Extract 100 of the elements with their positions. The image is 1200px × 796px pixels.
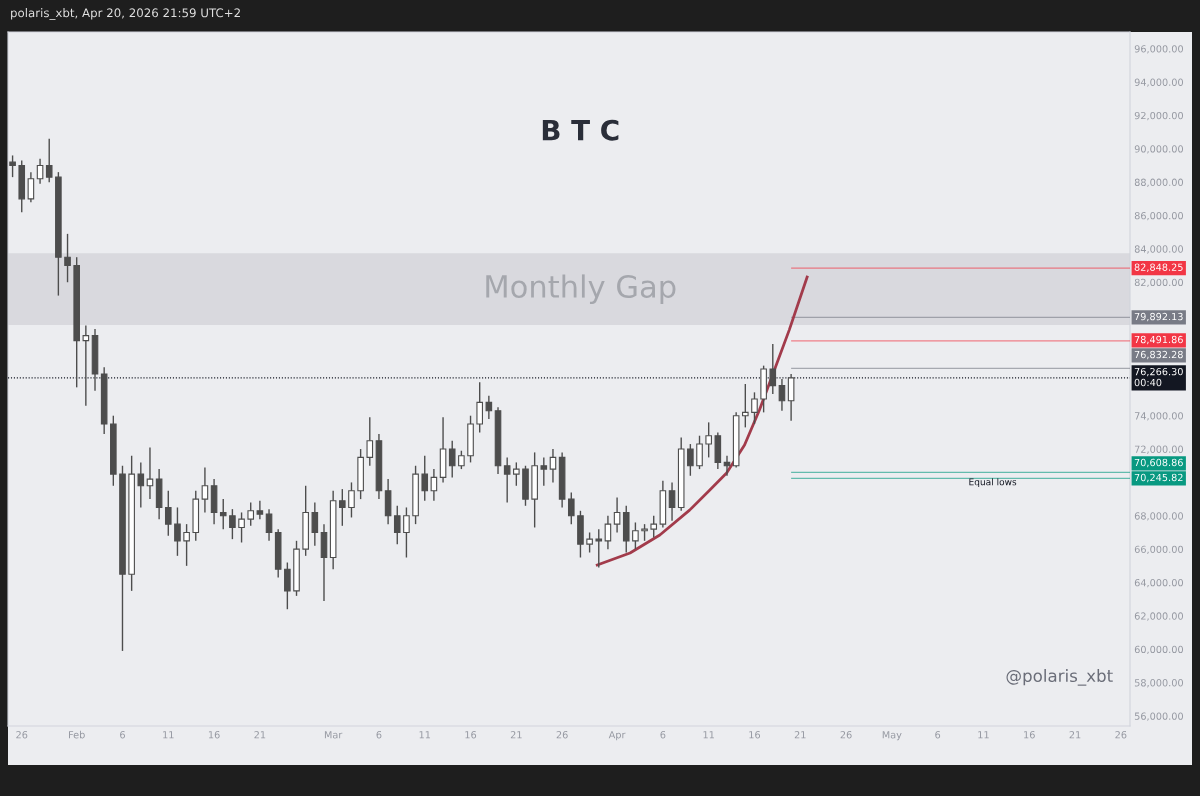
candlestick: [778, 378, 786, 412]
ref-line-label: 79,892.13: [1134, 312, 1183, 322]
annotation: @polaris_xbt: [1006, 669, 1113, 686]
candlestick: [348, 481, 355, 519]
y-tick-label: 56,000.00: [1134, 712, 1183, 721]
candlestick: [219, 498, 227, 530]
candlestick: [503, 456, 511, 504]
x-tick-label: Feb: [69, 730, 85, 739]
candlestick: [513, 461, 520, 487]
x-tick-label: 11: [419, 731, 431, 739]
candlestick: [586, 531, 593, 554]
chart-subtitle: polaris_xbt, Apr 20, 2026 21:59 UTC+2: [11, 8, 240, 20]
ref-line-label: 82,848.25: [1134, 263, 1183, 272]
x-tick-label: 26: [840, 731, 852, 739]
y-tick-label: 68,000.00: [1134, 512, 1183, 521]
x-tick-label: 21: [1069, 731, 1081, 739]
y-tick-label: 88,000.00: [1134, 178, 1183, 187]
ref-line-label: 76,266.30 00:40: [1134, 367, 1183, 387]
x-tick-label: 6: [376, 731, 382, 739]
y-tick-label: 64,000.00: [1134, 579, 1183, 588]
candlestick: [668, 481, 676, 522]
ref-line-label: 78,491.86: [1134, 335, 1183, 345]
x-tick-label: 16: [1024, 731, 1035, 739]
candlestick: [164, 490, 172, 537]
x-tick-label: 11: [978, 731, 989, 739]
x-tick-label: 16: [208, 731, 220, 739]
x-tick-label: 21: [254, 731, 266, 739]
candlestick: [393, 505, 401, 545]
candlestick: [256, 500, 264, 520]
y-tick-label: 66,000.00: [1134, 545, 1183, 554]
x-tick-label: 11: [703, 731, 714, 739]
ref-line-label: 76,832.28: [1134, 350, 1183, 360]
candlestick: [284, 561, 291, 610]
candlestick: [549, 448, 557, 484]
candlestick: [476, 381, 484, 434]
candlestick: [366, 416, 374, 467]
y-tick-label: 92,000.00: [1134, 111, 1183, 121]
candlestick: [769, 343, 777, 395]
candlestick: [742, 383, 749, 429]
x-tick-label: 21: [510, 731, 522, 739]
candlestick: [174, 506, 181, 557]
y-tick-label: 94,000.00: [1134, 78, 1183, 87]
x-tick-label: 6: [120, 731, 125, 739]
candlestick: [183, 523, 190, 567]
y-tick-label: 72,000.00: [1134, 445, 1183, 454]
candlestick: [705, 421, 712, 459]
candlestick: [696, 435, 703, 470]
x-tick-label: 26: [556, 731, 568, 739]
x-tick-label: Apr: [608, 731, 626, 741]
candlestick: [650, 515, 658, 539]
x-tick-label: May: [882, 731, 902, 741]
candlestick: [9, 154, 16, 178]
y-tick-label: 96,000.00: [1134, 45, 1183, 54]
y-tick-label: 86,000.00: [1134, 211, 1183, 221]
candlestick: [787, 373, 795, 422]
x-tick-label: 26: [1115, 731, 1127, 739]
candlestick: [45, 138, 53, 183]
candlestick: [751, 391, 758, 425]
candlestick: [613, 496, 621, 534]
x-tick-label: Mar: [324, 731, 343, 739]
candlestick: [27, 171, 35, 203]
candlestick: [448, 440, 456, 479]
text: B T C: [542, 119, 619, 141]
y-tick-label: 74,000.00: [1134, 412, 1183, 421]
ref-line-label: 70,245.82: [1134, 473, 1183, 483]
x-tick-label: 6: [660, 731, 666, 739]
candlestick: [604, 515, 612, 550]
x-tick-label: 11: [163, 731, 174, 739]
y-tick-label: 62,000.00: [1134, 612, 1183, 621]
annotation: Equal lows: [969, 478, 1017, 488]
candlestick: [339, 488, 346, 527]
x-tick-label: 16: [465, 731, 477, 739]
candlestick: [82, 324, 90, 407]
y-tick-label: 58,000.00: [1134, 679, 1183, 688]
candlestick: [229, 508, 236, 540]
candlestick: [311, 501, 319, 547]
candlestick: [64, 233, 71, 283]
x-tick-label: 21: [794, 731, 806, 739]
candlestick: [403, 506, 410, 559]
y-tick-label: 82,000.00: [1134, 278, 1183, 288]
candlestick: [137, 461, 145, 509]
candlestick: [421, 455, 429, 502]
candlestick: [540, 456, 548, 487]
candlestick: [687, 443, 694, 477]
candlestick: [238, 511, 245, 544]
ref-line-label: 70,608.86: [1134, 458, 1183, 468]
y-tick-label: 90,000.00: [1134, 145, 1183, 154]
y-tick-label: 60,000.00: [1134, 645, 1183, 655]
x-tick-label: 6: [935, 731, 941, 739]
candlestick: [485, 394, 493, 420]
candlestick: [247, 501, 255, 527]
candlestick: [567, 491, 575, 525]
candlestick: [146, 446, 154, 500]
candlestick: [201, 466, 209, 514]
y-tick-label: 84,000.00: [1134, 245, 1183, 254]
candlestick: [265, 508, 273, 542]
candlestick: [632, 521, 639, 550]
x-tick-label: 16: [749, 731, 761, 739]
candlestick: [458, 450, 465, 470]
x-tick-label: 26: [16, 731, 28, 739]
